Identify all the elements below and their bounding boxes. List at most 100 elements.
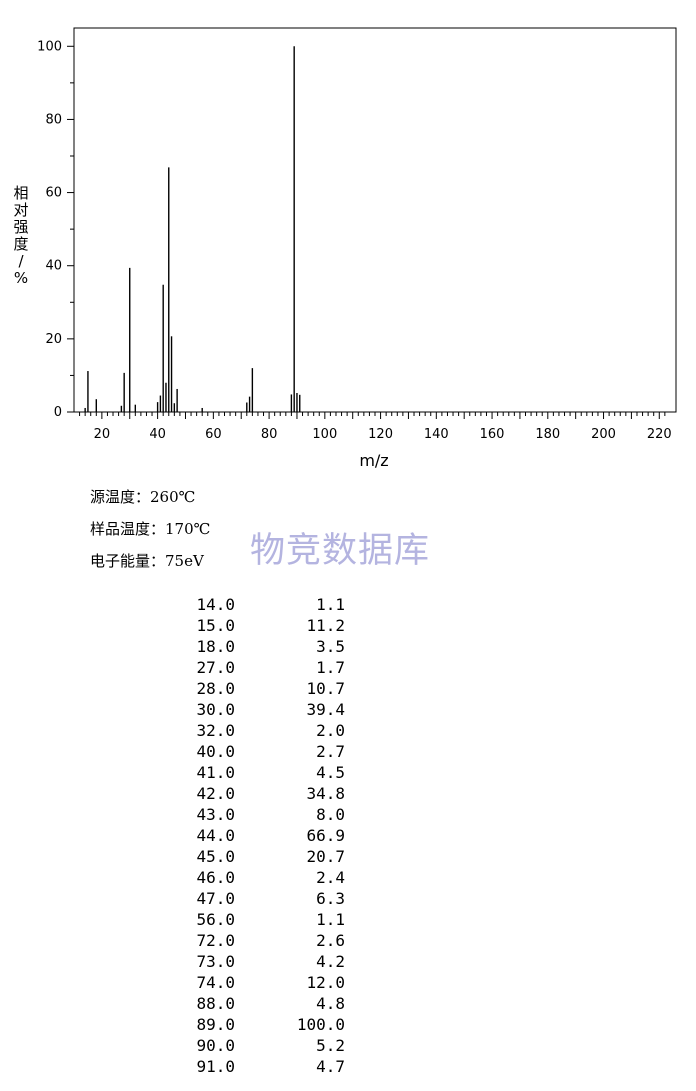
- x-tick-label: 180: [535, 427, 560, 442]
- source-temperature: 源温度：260℃: [90, 488, 196, 506]
- mz-value: 72.0: [196, 931, 235, 950]
- plot-frame: [73, 27, 677, 413]
- table-row: 73.0 4.2: [175, 951, 345, 972]
- table-row: 41.0 4.5: [175, 762, 345, 783]
- x-axis: 20 40 60 80 100 120 140 160 180 200 220: [79, 412, 672, 442]
- table-row: 18.0 3.5: [175, 636, 345, 657]
- y-tick-label: 0: [54, 405, 62, 420]
- x-tick-label: 140: [424, 427, 449, 442]
- table-row: 32.0 2.0: [175, 720, 345, 741]
- mz-value: 32.0: [196, 721, 235, 740]
- abundance-value: 2.6: [316, 931, 345, 950]
- mz-value: 40.0: [196, 742, 235, 761]
- table-row: 89.0 100.0: [175, 1014, 345, 1035]
- y-axis-title-char: 强: [13, 218, 28, 236]
- watermark: 物竞数据库: [250, 531, 431, 571]
- x-tick-label: 40: [149, 427, 166, 442]
- table-row: 15.0 11.2: [175, 615, 345, 636]
- y-axis-title-char: 度: [13, 235, 28, 253]
- table-row: 47.0 6.3: [175, 888, 345, 909]
- table-row: 40.0 2.7: [175, 741, 345, 762]
- mz-value: 43.0: [196, 805, 235, 824]
- abundance-value: 4.2: [316, 952, 345, 971]
- abundance-value: 12.0: [306, 973, 345, 992]
- table-row: 30.0 39.4: [175, 699, 345, 720]
- abundance-value: 4.7: [316, 1057, 345, 1076]
- table-row: 28.0 10.7: [175, 678, 345, 699]
- table-row: 88.0 4.8: [175, 993, 345, 1014]
- abundance-value: 10.7: [306, 679, 345, 698]
- abundance-value: 1.1: [316, 910, 345, 929]
- mz-value: 47.0: [196, 889, 235, 908]
- y-tick-label: 20: [45, 332, 62, 347]
- x-tick-label: 100: [312, 427, 337, 442]
- y-axis: 0 20 40 60 80 100: [37, 39, 74, 420]
- y-tick-label: 80: [45, 112, 62, 127]
- x-tick-label: 60: [205, 427, 222, 442]
- mz-value: 14.0: [196, 595, 235, 614]
- table-row: 46.0 2.4: [175, 867, 345, 888]
- table-row: 91.0 4.7: [175, 1056, 345, 1077]
- mz-value: 30.0: [196, 700, 235, 719]
- table-row: 72.0 2.6: [175, 930, 345, 951]
- mz-value: 44.0: [196, 826, 235, 845]
- sample-temperature: 样品温度：170℃: [90, 520, 211, 538]
- x-tick-label: 200: [591, 427, 616, 442]
- x-tick-label: 120: [368, 427, 393, 442]
- mz-value: 27.0: [196, 658, 235, 677]
- y-axis-title-char: 相: [13, 184, 28, 202]
- y-axis-title-char: %: [14, 269, 28, 287]
- abundance-value: 1.1: [316, 595, 345, 614]
- abundance-value: 34.8: [306, 784, 345, 803]
- mz-value: 74.0: [196, 973, 235, 992]
- abundance-value: 2.4: [316, 868, 345, 887]
- y-tick-label: 100: [37, 39, 62, 54]
- table-row: 44.0 66.9: [175, 825, 345, 846]
- mz-value: 88.0: [196, 994, 235, 1013]
- mz-value: 28.0: [196, 679, 235, 698]
- spectrum-peaks: [84, 46, 301, 412]
- table-row: 14.0 1.1: [175, 594, 345, 615]
- abundance-value: 20.7: [306, 847, 345, 866]
- abundance-value: 4.8: [316, 994, 345, 1013]
- mz-value: 42.0: [196, 784, 235, 803]
- abundance-value: 100.0: [296, 1015, 345, 1034]
- mz-value: 90.0: [196, 1036, 235, 1055]
- peak-table: 14.0 1.1 15.0 11.2 18.0 3.5 27.0 1.7 28.0 10.7 30.…: [175, 594, 345, 1077]
- table-row: 45.0 20.7: [175, 846, 345, 867]
- mz-value: 91.0: [196, 1057, 235, 1076]
- mz-value: 15.0: [196, 616, 235, 635]
- mz-value: 45.0: [196, 847, 235, 866]
- table-row: 90.0 5.2: [175, 1035, 345, 1056]
- x-tick-label: 220: [647, 427, 672, 442]
- abundance-value: 66.9: [306, 826, 345, 845]
- y-axis-title-char: /: [18, 252, 24, 270]
- x-axis-title: m/z: [359, 451, 388, 470]
- mz-value: 41.0: [196, 763, 235, 782]
- abundance-value: 3.5: [316, 637, 345, 656]
- abundance-value: 2.0: [316, 721, 345, 740]
- y-tick-label: 40: [45, 259, 62, 274]
- mz-value: 73.0: [196, 952, 235, 971]
- abundance-value: 6.3: [316, 889, 345, 908]
- x-tick-label: 20: [94, 427, 111, 442]
- table-row: 42.0 34.8: [175, 783, 345, 804]
- mz-value: 89.0: [196, 1015, 235, 1034]
- y-axis-title-char: 对: [13, 201, 28, 219]
- table-row: 27.0 1.7: [175, 657, 345, 678]
- abundance-value: 39.4: [306, 700, 345, 719]
- abundance-value: 11.2: [306, 616, 345, 635]
- table-row: 56.0 1.1: [175, 909, 345, 930]
- abundance-value: 1.7: [316, 658, 345, 677]
- abundance-value: 8.0: [316, 805, 345, 824]
- electron-energy: 电子能量：75eV: [90, 552, 204, 570]
- x-tick-label: 80: [261, 427, 278, 442]
- mz-value: 46.0: [196, 868, 235, 887]
- table-row: 74.0 12.0: [175, 972, 345, 993]
- abundance-value: 4.5: [316, 763, 345, 782]
- abundance-value: 5.2: [316, 1036, 345, 1055]
- x-tick-label: 160: [480, 427, 505, 442]
- y-tick-label: 60: [45, 186, 62, 201]
